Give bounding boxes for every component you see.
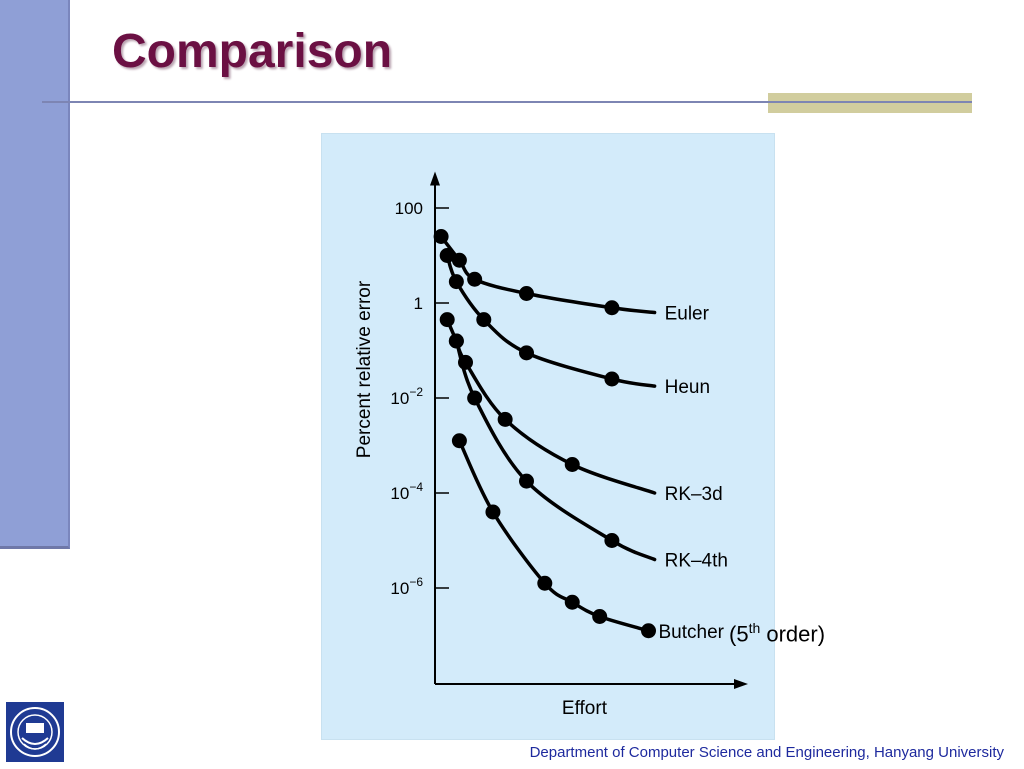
data-point-butcher	[451, 433, 467, 449]
data-point-heun	[519, 345, 534, 361]
y-axis-arrow	[430, 171, 440, 186]
series-label-butcher: Butcher	[659, 622, 725, 643]
chart-figure: 100 1 10−2 10−4 10−6 Effort Percent relative e…	[321, 133, 775, 740]
data-point-euler	[519, 286, 534, 301]
y-tick-label: 1	[414, 294, 423, 313]
page-title: Comparison	[112, 25, 393, 78]
y-tick-label: 100	[395, 199, 423, 218]
series-label-rk-3d: RK–3d	[665, 484, 723, 505]
x-axis-label: Effort	[562, 698, 608, 719]
y-tick-label: 10−4	[390, 480, 423, 503]
data-point-euler	[451, 252, 467, 268]
data-point-euler	[604, 300, 620, 316]
x-axis-arrow	[734, 679, 748, 689]
order-note-sup: th	[748, 620, 761, 636]
data-point-butcher	[564, 594, 580, 610]
data-point-heun	[439, 248, 455, 263]
data-point-butcher	[641, 623, 656, 639]
footer-text: Department of Computer Science and Engin…	[529, 744, 1004, 761]
data-point-rk-4th	[467, 390, 483, 406]
order-note-prefix: (5	[729, 621, 749, 647]
title-underline	[42, 101, 972, 103]
data-point-heun	[448, 274, 464, 290]
title-accent-bar	[768, 93, 972, 113]
y-tick-label: 10−2	[390, 385, 423, 408]
left-decorative-bar	[0, 0, 70, 549]
series-label-rk-4th: RK–4th	[665, 551, 728, 572]
university-seal-icon	[6, 702, 64, 762]
order-note-suffix: order)	[760, 621, 826, 647]
university-logo	[2, 700, 66, 764]
series-line-butcher	[457, 439, 651, 633]
data-point-euler	[433, 229, 449, 244]
data-point-heun	[604, 371, 620, 387]
data-point-euler	[467, 271, 483, 287]
data-point-butcher	[485, 504, 501, 520]
series-label-heun: Heun	[665, 377, 710, 398]
data-point-rk-4th	[519, 473, 534, 489]
data-point-butcher	[592, 609, 608, 624]
y-tick-label: 10−6	[390, 575, 423, 598]
data-point-rk-3d	[497, 411, 513, 427]
order-note: (5th order)	[729, 620, 825, 647]
series-label-euler: Euler	[665, 304, 710, 325]
data-point-rk-3d	[564, 457, 580, 472]
y-axis-label: Percent relative error	[354, 280, 375, 458]
data-point-rk-3d	[439, 312, 455, 328]
data-point-rk-4th	[604, 533, 620, 548]
data-point-rk-4th	[448, 333, 464, 349]
data-point-heun	[476, 312, 492, 328]
series-line-rk-4th	[454, 339, 657, 562]
data-point-butcher	[537, 575, 553, 591]
chart-svg: 100 1 10−2 10−4 10−6 Effort Percent relative e…	[354, 171, 748, 719]
